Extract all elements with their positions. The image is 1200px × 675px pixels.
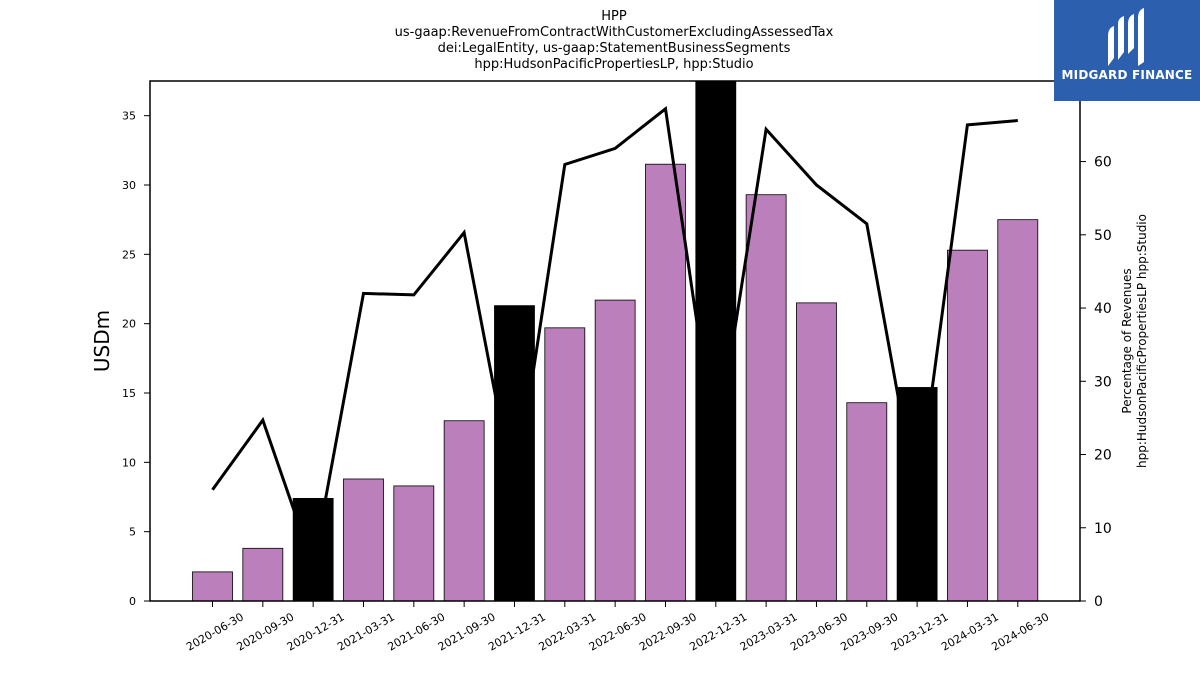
percentage-line — [211, 106, 1018, 572]
bar-2024-06-30 — [997, 219, 1039, 602]
bar-2022-03-31 — [544, 327, 586, 602]
y-tick-label: 15 — [122, 387, 136, 400]
y-axis: 0 5 10 15 20 25 30 35 — [122, 110, 150, 608]
bar-2023-09-30 — [846, 402, 888, 602]
bar-2022-06-30 — [594, 299, 636, 602]
bar-2023-06-30 — [796, 302, 837, 602]
y2-tick-label: 60 — [1094, 155, 1112, 171]
y-tick-label: 20 — [122, 318, 136, 331]
title-line-1: HPP — [601, 9, 627, 24]
logo-mark-icon — [1108, 8, 1144, 66]
bar-2023-03-31 — [745, 194, 787, 602]
y2-axis-label-line-1: Percentage of Revenues — [1120, 268, 1134, 413]
x-tick-label: 2024-06-30 — [989, 610, 1051, 653]
y2-tick-label: 30 — [1094, 374, 1112, 390]
y2-tick-label: 0 — [1094, 594, 1103, 610]
line-series — [211, 106, 1018, 572]
y-axis-label: USDm — [90, 310, 114, 372]
y-tick-label: 0 — [129, 595, 136, 608]
y-tick-label: 35 — [122, 110, 136, 123]
x-axis: 2020-06-302020-09-302020-12-312021-03-31… — [184, 601, 1051, 654]
bar-2021-03-31 — [343, 478, 384, 602]
y2-tick-label: 40 — [1094, 301, 1112, 317]
bar-2020-09-30 — [242, 547, 284, 602]
bar-2021-06-30 — [393, 485, 435, 602]
y2-tick-label: 20 — [1094, 448, 1112, 464]
y-tick-label: 5 — [129, 526, 136, 539]
bar-2022-09-30 — [645, 163, 686, 602]
bar-2024-03-31 — [947, 249, 988, 602]
title-line-3: dei:LegalEntity, us-gaap:StatementBusine… — [438, 41, 791, 56]
title-line-4: hpp:HudsonPacificPropertiesLP, hpp:Studi… — [474, 57, 753, 72]
y-tick-label: 10 — [122, 456, 136, 469]
chart-title: HPP us-gaap:RevenueFromContractWithCusto… — [395, 9, 834, 72]
bar-2020-06-30 — [192, 571, 233, 602]
y2-tick-label: 10 — [1094, 521, 1112, 537]
y2-tick-label: 50 — [1094, 228, 1112, 244]
bar-2021-09-30 — [443, 420, 485, 602]
y-tick-label: 25 — [122, 248, 136, 261]
bars — [192, 80, 1039, 602]
brand-logo: MIDGARD FINANCE — [1054, 0, 1200, 101]
logo-text: MIDGARD FINANCE — [1061, 68, 1193, 82]
bar-2020-12-31 — [292, 497, 334, 602]
y2-axis-label-line-2: hpp:HudsonPacificPropertiesLP hpp:Studio — [1135, 214, 1149, 468]
title-line-2: us-gaap:RevenueFromContractWithCustomerE… — [395, 25, 834, 40]
y-tick-label: 30 — [122, 179, 136, 192]
y2-axis: 0 10 20 30 40 50 60 — [1080, 155, 1112, 610]
bar-2022-12-31 — [695, 80, 737, 602]
bar-2021-12-31 — [494, 305, 535, 602]
